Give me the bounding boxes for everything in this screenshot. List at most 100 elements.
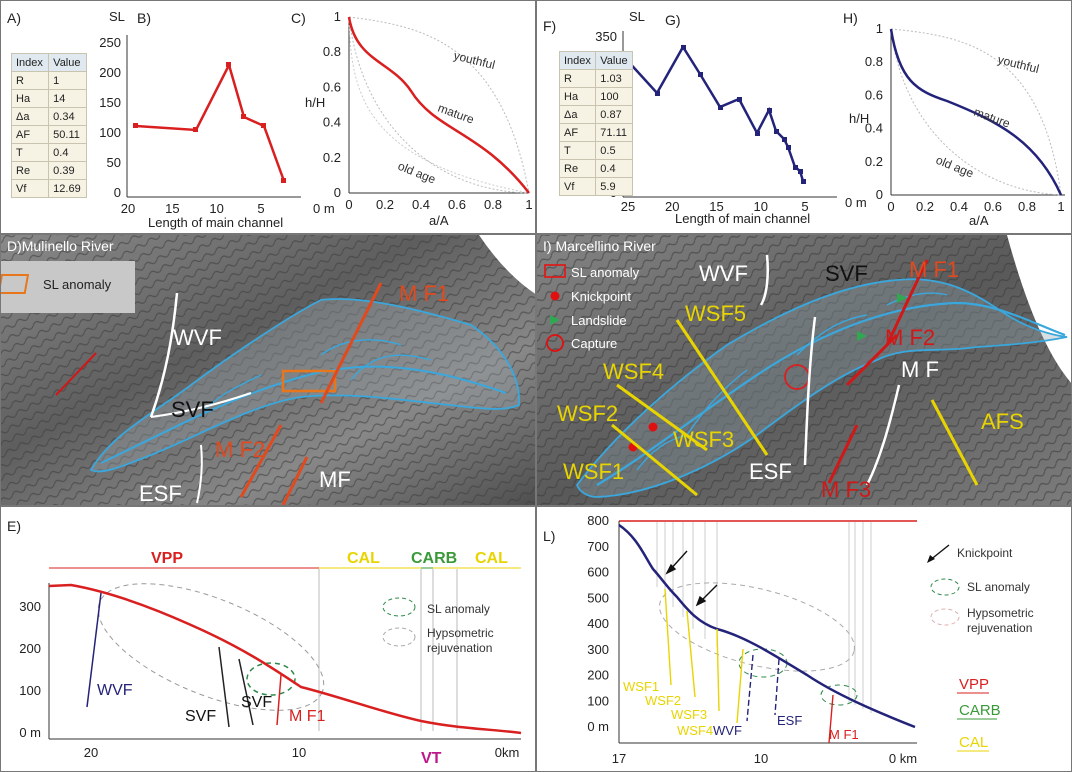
tr-hyp-ytick-0: 1 bbox=[876, 21, 883, 36]
map-mulinello: D)Mulinello River SL anomaly WVF SVF ESF… bbox=[0, 234, 536, 506]
e-ytick-1: 200 bbox=[19, 641, 41, 656]
capture-icon bbox=[546, 334, 564, 352]
profile-e-y-ticks: 300 200 100 0 m bbox=[19, 599, 41, 740]
wsf1-label: WSF1 bbox=[563, 459, 624, 484]
mf3-label-i: M F3 bbox=[821, 477, 871, 502]
tr-hyp-ytick-2: 0.6 bbox=[865, 87, 883, 102]
tl-sl-xtick-2: 10 bbox=[209, 201, 223, 216]
e-ytick-2: 100 bbox=[19, 683, 41, 698]
legend-knickpoint: Knickpoint bbox=[571, 289, 631, 304]
wsf2-fault bbox=[611, 423, 698, 497]
mf1-label: M F1 bbox=[399, 281, 449, 306]
table-row: R 1.03 bbox=[558, 69, 633, 88]
cal-unit-1: CAL bbox=[347, 550, 380, 567]
wsf4-fault bbox=[616, 383, 708, 452]
table-cell: 0.4 bbox=[48, 143, 87, 162]
sl-x-ticks-r: 25 20 15 10 5 bbox=[621, 199, 809, 214]
tr-hyp-xtick-2: 0.4 bbox=[950, 199, 968, 214]
panel-b-label: B) bbox=[137, 10, 151, 26]
map-i-legend: SL anomaly Knickpoint Landslide Capture bbox=[544, 264, 640, 352]
mulinello-tributaries bbox=[200, 339, 432, 416]
sl-anomaly-ellipse-l1 bbox=[738, 648, 788, 678]
mf1-fault-i bbox=[885, 259, 929, 346]
hyp-y-ticks: 1 0.8 0.6 0.4 0.2 0 bbox=[323, 9, 341, 200]
table-row: Ha 100 bbox=[558, 87, 633, 106]
sl-x-label-r: Length of main channel bbox=[675, 211, 810, 226]
hyp-x-ticks-r: 0 0.2 0.4 0.6 0.8 1 bbox=[887, 199, 1064, 214]
table-row: Δa 0.87 bbox=[558, 105, 633, 124]
tl-hyp-xtick-3: 0.6 bbox=[448, 197, 466, 212]
tl-sl-ytick-0: 250 bbox=[99, 35, 121, 50]
table-header-1: Value bbox=[48, 53, 87, 72]
tr-sl-xtick-0: 25 bbox=[621, 199, 635, 214]
youthful-label: youthful bbox=[452, 48, 496, 72]
tr-hyp-xtick-0: 0 bbox=[887, 199, 894, 214]
old-age-curve bbox=[348, 16, 530, 194]
esf-label: ESF bbox=[139, 481, 182, 506]
table-cell: T bbox=[558, 141, 597, 160]
table-cell: 0.34 bbox=[48, 107, 87, 126]
sl-points bbox=[133, 62, 286, 183]
table-row: T 0.5 bbox=[558, 141, 633, 160]
tr-hyp-xtick-3: 0.6 bbox=[984, 199, 1002, 214]
table-row: AF 50.11 bbox=[10, 125, 87, 144]
table-cell: 100 bbox=[595, 87, 633, 106]
legend-capture: Capture bbox=[571, 336, 617, 351]
table-row: Δa 0.34 bbox=[10, 107, 87, 126]
table-header-0: Index bbox=[10, 53, 50, 72]
l-xtick-2: 0 km bbox=[889, 751, 917, 766]
tl-sl-ytick-5: 0 bbox=[114, 185, 121, 200]
wsf4-label: WSF4 bbox=[603, 359, 664, 384]
cal-unit-l: CAL bbox=[959, 734, 988, 751]
map-d-legend-box bbox=[1, 261, 135, 313]
landslide-marker-1 bbox=[857, 331, 867, 341]
carb-unit-l: CARB bbox=[959, 702, 1001, 719]
table-cell: Vf bbox=[10, 179, 50, 198]
tr-hyp-ytick-4: 0.2 bbox=[865, 154, 883, 169]
vpp-unit: VPP bbox=[151, 550, 183, 567]
tr-hyp-ytick-3: 0.4 bbox=[865, 121, 883, 136]
table-cell: Δa bbox=[10, 107, 50, 126]
wsf1-l: WSF1 bbox=[623, 679, 659, 694]
table-cell: Re bbox=[10, 161, 50, 180]
table-header-1: Value bbox=[595, 51, 633, 70]
legend-landslide: Landslide bbox=[571, 313, 627, 328]
index-table-left: Index Value R 1 Ha 14 Δa 0.34 AF 50.11 T 0.4 Re 0.39 V… bbox=[10, 53, 87, 198]
l-ytick-7: 100 bbox=[587, 693, 609, 708]
hyp-y-ticks-r: 1 0.8 0.6 0.4 0.2 0 bbox=[865, 21, 883, 202]
hyp-x-label: a/A bbox=[429, 213, 449, 228]
map-marcellino: I) Marcellino River SL anomaly Knickpoin… bbox=[536, 234, 1072, 506]
table-cell: 0.4 bbox=[595, 159, 633, 178]
landslide-marker-2 bbox=[897, 293, 907, 303]
table-cell: R bbox=[558, 69, 597, 88]
table-cell: Ha bbox=[558, 87, 597, 106]
panel-l-label: L) bbox=[543, 528, 555, 544]
mf2-label-i: M F2 bbox=[885, 325, 935, 350]
l-ytick-1: 700 bbox=[587, 539, 609, 554]
tl-sl-xtick-1: 15 bbox=[165, 201, 179, 216]
tl-sl-ytick-3: 100 bbox=[99, 125, 121, 140]
table-cell: 50.11 bbox=[48, 125, 87, 144]
wvf-label: WVF bbox=[173, 325, 222, 350]
profile-l-vertical-guides bbox=[656, 522, 872, 713]
wsf2-l: WSF2 bbox=[645, 693, 681, 708]
mf1-fault bbox=[319, 282, 383, 404]
knickpoint-icon bbox=[550, 291, 560, 301]
sl-anomaly-box bbox=[281, 369, 337, 393]
legend-sl-ellipse bbox=[382, 597, 416, 617]
table-cell: Δa bbox=[558, 105, 597, 124]
afs-fault bbox=[930, 399, 979, 486]
hyp-y-label-r: h/H bbox=[849, 111, 869, 126]
profile-e-line bbox=[48, 583, 522, 735]
profile-e-svg: E) VPP CAL CARB CAL 300 200 100 0 m 20 10 0km… bbox=[7, 518, 522, 767]
l-ytick-5: 300 bbox=[587, 642, 609, 657]
table-cell: 12.69 bbox=[48, 179, 87, 198]
table-row: Vf 5.9 bbox=[558, 177, 633, 196]
l-ytick-0: 800 bbox=[587, 513, 609, 528]
mf-label-i: M F bbox=[901, 357, 939, 382]
mf2-label: M F2 bbox=[215, 437, 265, 462]
wvf-fault-i bbox=[759, 254, 769, 306]
mf-fault bbox=[281, 456, 309, 505]
table-header-0: Index bbox=[558, 51, 597, 70]
